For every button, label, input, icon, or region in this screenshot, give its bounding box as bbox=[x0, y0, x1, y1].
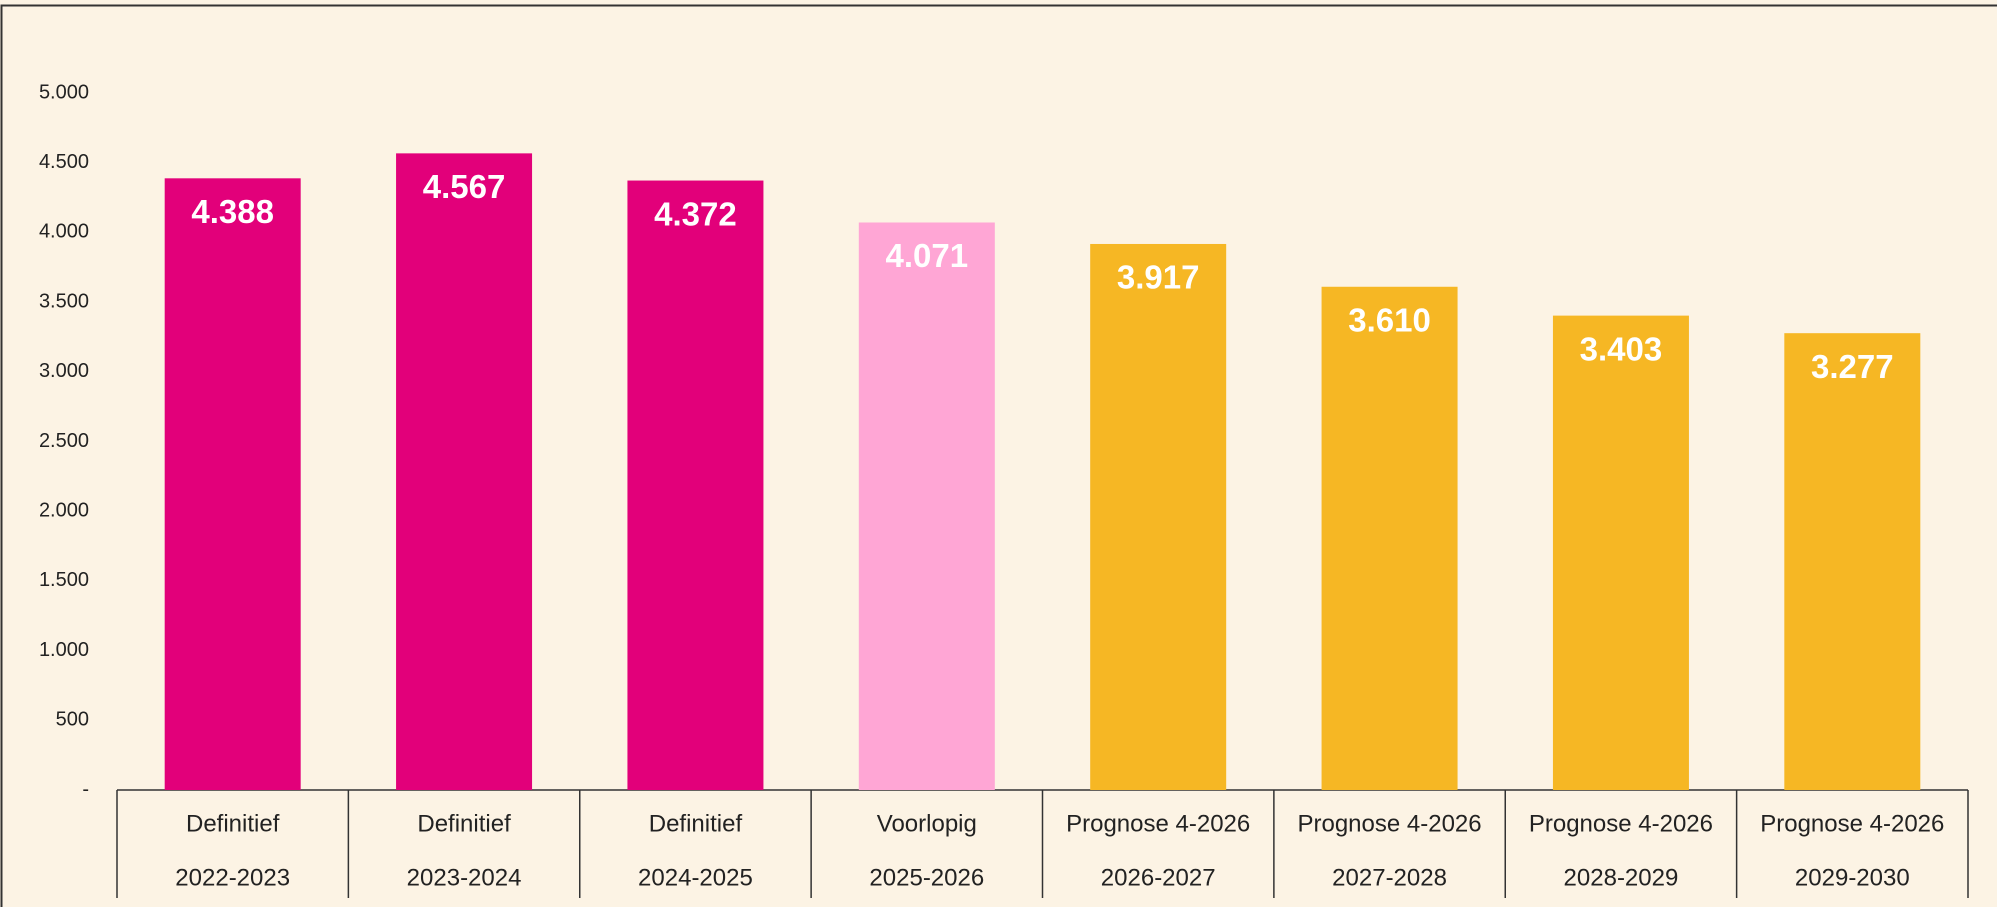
y-tick-label: 500 bbox=[56, 709, 89, 731]
x-tick-label: 2024-2025 bbox=[638, 864, 753, 891]
bar bbox=[627, 180, 764, 790]
x-tick-label: 2025-2026 bbox=[869, 864, 984, 891]
y-tick-label: 2.500 bbox=[39, 430, 89, 452]
bar bbox=[396, 153, 533, 790]
x-tick-label: Voorlopig bbox=[877, 810, 977, 837]
x-tick-label: 2023-2024 bbox=[407, 864, 522, 891]
value-label: 4.388 bbox=[191, 193, 274, 230]
value-label: 3.403 bbox=[1580, 330, 1663, 367]
x-tick-label: Prognose 4-2026 bbox=[1529, 810, 1713, 837]
y-tick-label: 3.500 bbox=[39, 290, 89, 312]
frame bbox=[0, 4, 1997, 907]
y-tick-label: 4.000 bbox=[39, 221, 89, 243]
x-tick-label: Definitief bbox=[417, 810, 511, 837]
value-label: 4.567 bbox=[423, 168, 506, 205]
y-tick-label: 2.000 bbox=[39, 499, 89, 521]
x-tick-label: 2022-2023 bbox=[175, 864, 290, 891]
value-label: 3.917 bbox=[1117, 259, 1200, 296]
x-tick-label: Prognose 4-2026 bbox=[1760, 810, 1944, 837]
value-label: 3.610 bbox=[1348, 301, 1431, 338]
bar bbox=[1090, 243, 1227, 790]
bar bbox=[1784, 333, 1921, 790]
y-tick-label: 4.500 bbox=[39, 151, 89, 173]
value-label: 4.372 bbox=[654, 195, 737, 232]
y-tick-label: 1.500 bbox=[39, 569, 89, 591]
y-tick-label: - bbox=[82, 778, 89, 800]
y-tick-label: 1.000 bbox=[39, 639, 89, 661]
bar bbox=[1552, 315, 1689, 790]
x-tick-label: Prognose 4-2026 bbox=[1297, 810, 1481, 837]
x-tick-label: Definitief bbox=[649, 810, 743, 837]
x-tick-label: Definitief bbox=[186, 810, 280, 837]
value-label: 4.071 bbox=[886, 237, 969, 274]
bar bbox=[164, 178, 301, 790]
x-tick-label: 2028-2029 bbox=[1564, 864, 1679, 891]
bar bbox=[1321, 286, 1458, 790]
y-tick-label: 3.000 bbox=[39, 360, 89, 382]
x-tick-label: 2027-2028 bbox=[1332, 864, 1447, 891]
y-tick-label: 5.000 bbox=[39, 81, 89, 103]
bar bbox=[858, 222, 995, 791]
value-label: 3.277 bbox=[1811, 348, 1894, 385]
x-tick-label: Prognose 4-2026 bbox=[1066, 810, 1250, 837]
x-tick-label: 2029-2030 bbox=[1795, 864, 1910, 891]
x-tick-label: 2026-2027 bbox=[1101, 864, 1216, 891]
